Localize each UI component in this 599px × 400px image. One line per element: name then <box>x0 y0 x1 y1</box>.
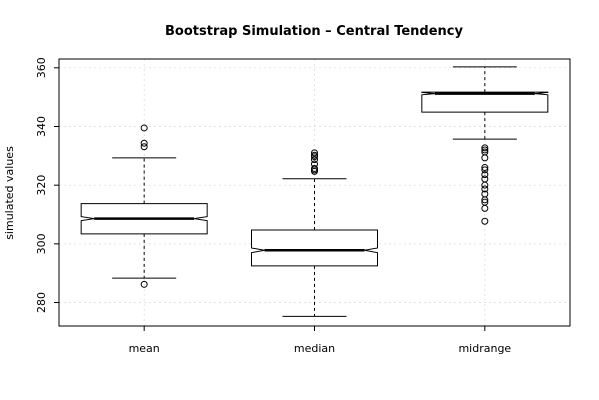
outlier-point <box>481 144 489 152</box>
outlier-point <box>481 146 489 154</box>
notched-box <box>251 229 378 267</box>
outlier-point <box>481 198 489 206</box>
outlier-point <box>311 160 318 168</box>
outlier-point <box>311 149 318 157</box>
y-tick-label: 280 <box>35 292 48 313</box>
outlier-point <box>481 166 489 174</box>
outlier-point <box>140 139 148 147</box>
outlier-point <box>481 164 489 172</box>
boxes-layer <box>80 66 549 317</box>
outlier-point <box>311 151 318 159</box>
outlier-point <box>140 280 148 288</box>
outlier-point <box>481 175 489 183</box>
outlier-point <box>311 164 318 172</box>
chart-title: Bootstrap Simulation – Central Tendency <box>165 24 463 39</box>
outlier-point <box>481 190 489 198</box>
y-tick-label: 300 <box>35 233 48 254</box>
outlier-point <box>140 124 148 132</box>
outlier-point <box>481 217 489 225</box>
outlier-point <box>311 156 318 164</box>
x-category-label: median <box>294 342 335 355</box>
outlier-point <box>140 143 148 151</box>
x-category-label: mean <box>129 342 160 355</box>
notched-box <box>421 91 549 113</box>
plot-frame <box>58 58 571 327</box>
box-midrange <box>421 66 549 225</box>
y-tick-label: 320 <box>35 175 48 196</box>
outlier-point <box>481 148 489 156</box>
box-median <box>251 149 378 317</box>
outlier-point <box>481 185 489 193</box>
box-mean <box>80 124 208 288</box>
y-axis: 280 300 320 340 360 <box>35 57 59 313</box>
x-category-label: midrange <box>458 342 511 355</box>
y-tick-label: 340 <box>35 116 48 137</box>
y-tick-label: 360 <box>35 57 48 78</box>
x-axis: mean median midrange <box>129 326 511 355</box>
outlier-point <box>481 171 489 179</box>
y-axis-label: simulated values <box>3 146 16 240</box>
